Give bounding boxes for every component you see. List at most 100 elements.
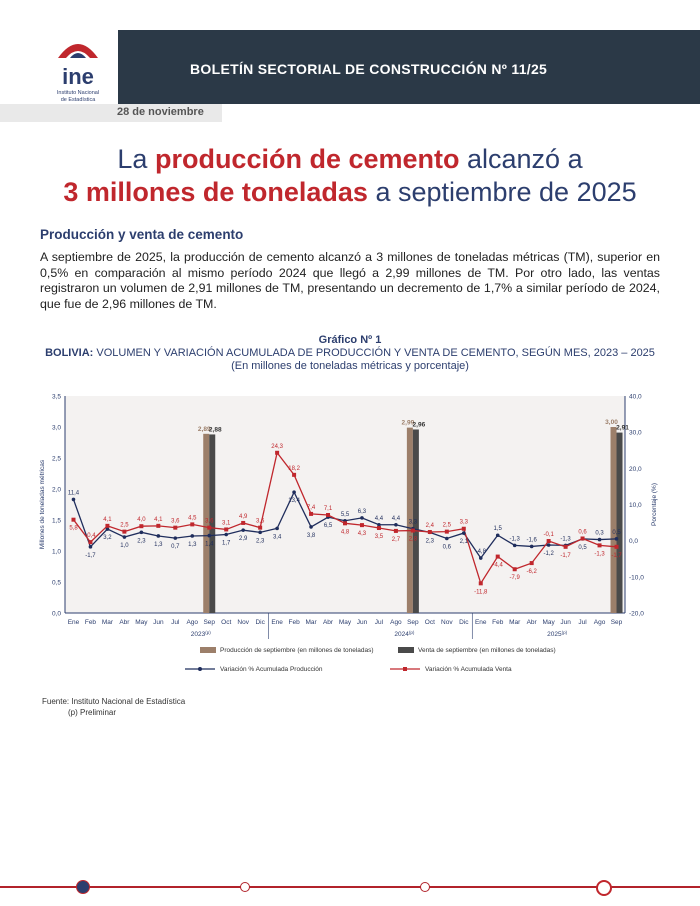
production-point — [360, 516, 364, 520]
production-point — [224, 532, 229, 537]
sales-bar — [209, 434, 216, 613]
production-value-label: -1,3 — [560, 536, 571, 542]
right-axis-label: Porcentaje (%) — [651, 483, 658, 526]
production-value-label: 0,6 — [443, 544, 452, 550]
headline-line-1: La producción de cemento alcanzó a — [0, 144, 700, 175]
month-tick-label: Abr — [527, 619, 538, 626]
month-tick-label: Mar — [102, 619, 114, 626]
sales-value-label: 3,1 — [222, 520, 231, 526]
month-tick-label: May — [542, 619, 555, 626]
month-tick-label: Ene — [68, 619, 80, 626]
headline-line-2: 3 millones de toneladas a septiembre de … — [0, 177, 700, 208]
legend-sales-swatch — [398, 647, 414, 653]
sales-bar-label: 2,88 — [209, 426, 222, 433]
month-tick-label: Mar — [509, 619, 521, 626]
production-value-label: 2,3 — [256, 538, 265, 544]
sales-value-label: 3,6 — [171, 519, 180, 525]
sales-bar — [616, 432, 623, 613]
footer-logo-icon — [76, 880, 90, 894]
production-bar — [203, 433, 210, 613]
headline-highlight: 3 millones de toneladas — [63, 177, 368, 207]
month-tick-label: Ene — [475, 619, 487, 626]
sales-value-label: -0,1 — [543, 532, 554, 538]
month-tick-label: Sep — [203, 619, 215, 626]
chart-units: (En millones de toneladas métricas y por… — [231, 360, 469, 372]
headline-text: La — [117, 144, 155, 174]
legend-production-label: Producción de septiembre (en millones de… — [220, 647, 374, 654]
production-value-label: 3,4 — [273, 534, 282, 540]
sales-value-label: 4,1 — [103, 517, 112, 523]
month-tick-label: Feb — [492, 619, 504, 626]
sales-point — [207, 525, 212, 530]
month-tick-label: Jul — [171, 619, 180, 626]
year-label: 2025(p) — [547, 630, 567, 638]
production-value-label: 11,4 — [68, 490, 80, 496]
left-tick-label: 2,0 — [52, 487, 61, 494]
sales-value-label: -11,8 — [474, 589, 488, 595]
month-tick-label: Nov — [441, 619, 453, 626]
production-point — [105, 527, 110, 531]
production-point — [275, 526, 279, 531]
month-tick-label: Ago — [594, 619, 606, 626]
production-point — [156, 534, 161, 538]
left-tick-label: 3,0 — [52, 425, 61, 432]
date-strip — [0, 104, 222, 122]
production-value-label: 4,4 — [392, 516, 401, 522]
right-tick-label: 30,0 — [629, 430, 642, 437]
sales-point — [478, 581, 483, 586]
month-tick-label: Jun — [357, 619, 368, 626]
sales-bar — [412, 429, 419, 613]
footer-line — [0, 886, 700, 888]
production-value-label: 1,4 — [205, 542, 214, 548]
month-tick-label: Feb — [288, 619, 300, 626]
footer-dot — [420, 882, 430, 892]
sales-point — [563, 544, 568, 549]
left-tick-label: 3,5 — [52, 394, 61, 401]
sales-point — [88, 540, 93, 545]
sales-value-label: 4,9 — [239, 514, 248, 520]
production-point — [614, 537, 619, 541]
sales-value-label: 2,7 — [392, 537, 401, 543]
production-value-label: 3,3 — [409, 520, 418, 526]
sales-point — [597, 543, 602, 548]
logo-text: ine — [62, 64, 94, 89]
sales-value-label: 3,3 — [460, 520, 469, 526]
month-tick-label: Jun — [153, 619, 164, 626]
logo-sub1: Instituto Nacional — [57, 90, 99, 96]
preliminary-note: (p) Preliminar — [68, 708, 117, 717]
production-point — [258, 530, 262, 535]
month-tick-label: May — [339, 619, 352, 626]
sales-value-label: -1,3 — [594, 551, 605, 557]
sales-value-label: 18,2 — [288, 466, 300, 472]
sales-value-label: -1,7 — [611, 553, 622, 559]
sales-value-label: 0,6 — [578, 529, 587, 535]
production-value-label: -1,6 — [526, 537, 537, 543]
production-value-label: 1,3 — [188, 542, 197, 548]
sales-point — [410, 528, 415, 533]
production-bar-label: 2,99 — [402, 420, 415, 427]
sales-point — [614, 544, 619, 549]
production-point — [529, 544, 534, 549]
left-axis-label: Millones de toneladas métricas — [39, 459, 46, 549]
production-value-label: 1,3 — [154, 542, 163, 548]
production-value-label: 4,4 — [375, 516, 384, 522]
sales-value-label: -7,9 — [510, 575, 521, 581]
production-point — [88, 545, 93, 549]
sales-point — [359, 523, 364, 528]
sales-point — [156, 523, 161, 528]
legend-production-marker — [198, 667, 202, 671]
chart-country: BOLIVIA: — [45, 347, 94, 359]
logo-sub2: de Estadística — [61, 97, 96, 103]
bulletin-title: BOLETÍN SECTORIAL DE CONSTRUCCIÓN Nº 11/… — [190, 61, 548, 77]
right-tick-label: 40,0 — [629, 394, 642, 401]
production-value-label: 1,5 — [494, 526, 503, 532]
sales-value-label: -1,7 — [560, 553, 571, 559]
month-tick-label: Oct — [425, 619, 435, 626]
sales-value-label: -6,2 — [526, 569, 537, 575]
production-point — [394, 522, 398, 527]
production-value-label: 0,5 — [578, 545, 587, 551]
sales-value-label: 24,3 — [271, 444, 283, 450]
production-point — [122, 535, 127, 539]
right-tick-label: -10,0 — [629, 574, 644, 581]
section-title: Producción y venta de cemento — [40, 227, 244, 242]
